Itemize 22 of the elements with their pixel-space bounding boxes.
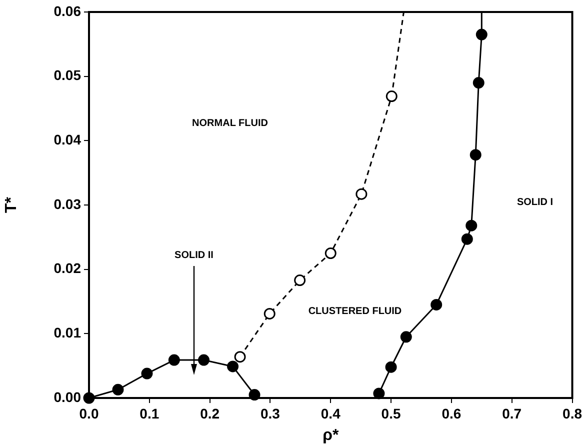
annotation: SOLID I bbox=[516, 196, 554, 208]
x-tick-label: 0.8 bbox=[562, 405, 582, 422]
y-tick-label: 0.00 bbox=[54, 388, 82, 405]
annotation: CLUSTERED FLUID bbox=[308, 306, 402, 317]
x-tick-label: 0.3 bbox=[260, 405, 280, 422]
y-tick-label: 0.06 bbox=[54, 2, 82, 19]
x-tick-label: 0.1 bbox=[140, 405, 160, 422]
x-tick-label: 0.2 bbox=[200, 405, 220, 422]
x-tick-label: 0.7 bbox=[502, 405, 522, 422]
annotation: NORMAL FLUID bbox=[192, 118, 268, 129]
annotation: SOLID II bbox=[174, 250, 214, 261]
y-tick-label: 0.02 bbox=[54, 260, 82, 276]
x-tick-label: 0.0 bbox=[79, 405, 99, 422]
x-tick-label: 0.5 bbox=[381, 405, 401, 422]
x-axis-title: ρ* bbox=[322, 426, 340, 444]
y-axis-title: T* bbox=[3, 196, 20, 213]
y-tick-label: 0.01 bbox=[54, 324, 82, 341]
y-tick-label: 0.05 bbox=[54, 67, 82, 84]
x-tick-label: 0.4 bbox=[320, 405, 341, 422]
y-tick-label: 0.03 bbox=[54, 196, 82, 212]
x-tick-label: 0.6 bbox=[442, 405, 462, 422]
y-tick-label: 0.04 bbox=[54, 132, 82, 148]
